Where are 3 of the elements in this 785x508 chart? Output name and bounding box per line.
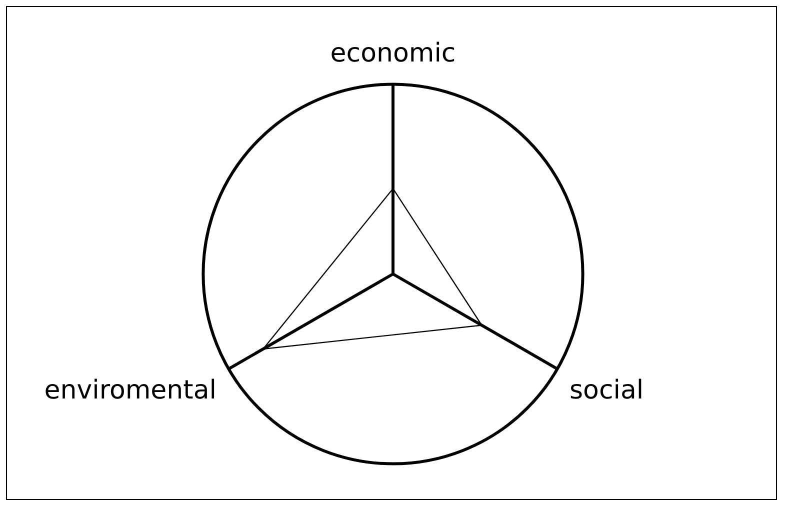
spoke-label: economic [330, 38, 456, 68]
spoke-label: social [569, 375, 644, 406]
spoke-label: enviromental [44, 375, 217, 406]
